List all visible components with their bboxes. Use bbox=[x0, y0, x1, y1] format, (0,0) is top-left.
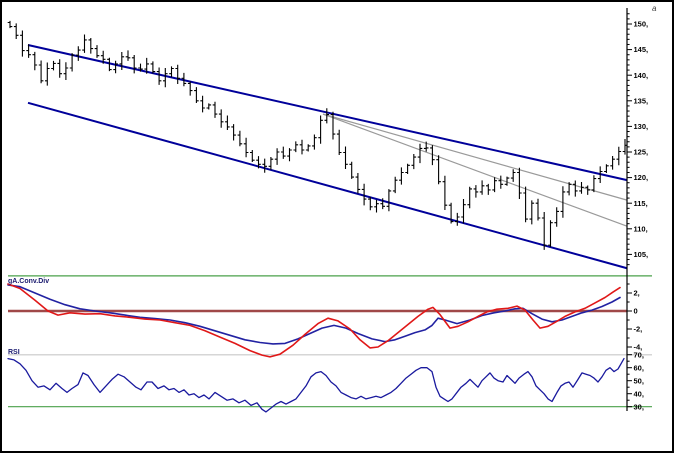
price-axis-label: 110, bbox=[634, 224, 648, 233]
price-axis-label: 145, bbox=[634, 45, 649, 54]
rsi-panel-label: RSI bbox=[8, 349, 20, 356]
rsi-axis-label: 70, bbox=[634, 350, 644, 359]
price-axis-label: 135, bbox=[634, 96, 649, 105]
corner-glyph: a bbox=[652, 4, 657, 13]
price-axis-label: 130, bbox=[634, 122, 649, 131]
price-axis-label: 105, bbox=[634, 250, 649, 259]
price-axis-label: 115, bbox=[634, 199, 648, 208]
channel-upper-line bbox=[27, 44, 628, 182]
macd-slow-line bbox=[7, 284, 621, 345]
macd-panel-label: gA.Conv.Div bbox=[8, 278, 50, 285]
rsi-axis-label: 60, bbox=[634, 363, 644, 372]
macd-axis-label: 2, bbox=[634, 289, 640, 298]
price-axis-label: 125, bbox=[634, 148, 649, 157]
trend-fan-line-1 bbox=[322, 113, 628, 201]
macd-axis-label: -2, bbox=[634, 325, 643, 334]
rsi-axis-label: 30, bbox=[634, 402, 644, 411]
price-axis-label: 120, bbox=[634, 173, 649, 182]
rsi-axis-label: 50, bbox=[634, 376, 644, 385]
price-axis-label: 150, bbox=[634, 20, 649, 29]
macd-axis-label: -4, bbox=[634, 343, 643, 352]
macd-fast-line bbox=[7, 283, 621, 358]
macd-axis-label: 0 bbox=[634, 307, 638, 316]
rsi-axis-label: 40, bbox=[634, 389, 644, 398]
channel-lower-line bbox=[27, 101, 628, 270]
rsi-line bbox=[7, 357, 625, 413]
price-ohlc-bars bbox=[7, 20, 628, 250]
price-axis-label: 140, bbox=[634, 71, 649, 80]
trend-fan-line-2 bbox=[322, 113, 628, 227]
